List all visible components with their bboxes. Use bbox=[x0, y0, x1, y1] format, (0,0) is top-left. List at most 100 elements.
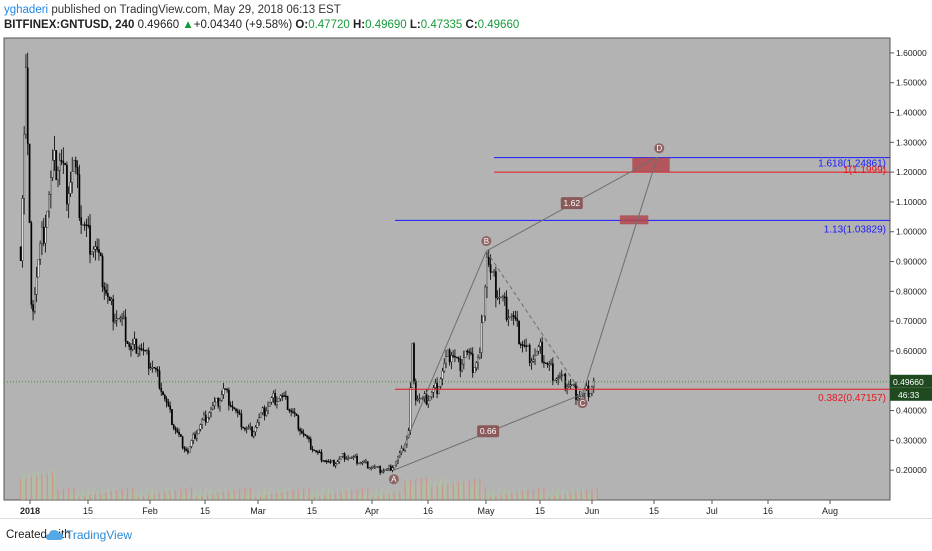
candle-body bbox=[566, 386, 568, 389]
volume-bar bbox=[536, 492, 538, 500]
candle-body bbox=[105, 289, 107, 294]
volume-bar bbox=[133, 494, 136, 500]
candle-body bbox=[505, 296, 508, 320]
volume-bar bbox=[450, 487, 452, 500]
x-tick-label: 16 bbox=[423, 506, 433, 516]
volume-bar bbox=[589, 493, 591, 500]
volume-bar bbox=[30, 477, 32, 500]
volume-bar bbox=[214, 490, 216, 500]
y-tick-label: 1.10000 bbox=[896, 197, 927, 207]
publish-text: published on TradingView.com, May 29, 20… bbox=[51, 4, 341, 16]
volume-bar bbox=[53, 469, 56, 500]
volume-bar bbox=[107, 488, 109, 500]
volume-bar bbox=[381, 488, 383, 500]
volume-bar bbox=[116, 490, 118, 500]
y-tick-label: 0.90000 bbox=[896, 257, 927, 267]
candle-body bbox=[267, 406, 269, 411]
candle-body bbox=[228, 389, 230, 406]
candle-body bbox=[299, 429, 301, 432]
y-tick-label: 0.20000 bbox=[896, 465, 927, 475]
current-price-tag bbox=[890, 374, 932, 388]
volume-bar bbox=[215, 497, 217, 500]
volume-bar bbox=[457, 482, 460, 500]
volume-bar bbox=[347, 487, 349, 500]
candle-body bbox=[153, 367, 155, 369]
candle-body bbox=[560, 375, 563, 378]
candle-body bbox=[477, 357, 479, 364]
volume-bar bbox=[482, 491, 484, 500]
price-axis[interactable] bbox=[890, 38, 932, 500]
volume-bar bbox=[269, 487, 271, 500]
candle-body bbox=[592, 380, 595, 388]
candle-body bbox=[229, 405, 232, 407]
candle-body bbox=[28, 143, 31, 224]
volume-bar bbox=[513, 489, 515, 500]
candle-body bbox=[306, 435, 309, 438]
candle-body bbox=[190, 440, 193, 447]
volume-bar bbox=[149, 491, 152, 500]
volume-bar bbox=[46, 474, 48, 500]
candle-body bbox=[212, 405, 214, 410]
target-zone bbox=[632, 157, 670, 173]
candle-body bbox=[112, 299, 115, 322]
volume-bar bbox=[144, 492, 146, 500]
candle-body bbox=[261, 407, 264, 413]
volume-bar bbox=[377, 496, 379, 500]
volume-bar bbox=[440, 478, 442, 500]
candle-body bbox=[290, 410, 293, 412]
volume-bar bbox=[365, 491, 367, 500]
volume-bar bbox=[101, 489, 104, 500]
candle-body bbox=[386, 468, 389, 470]
candle-body bbox=[158, 370, 161, 389]
candle-body bbox=[384, 469, 387, 471]
open-value: 0.47720 bbox=[308, 19, 350, 31]
candle-body bbox=[297, 415, 300, 430]
candle-body bbox=[292, 411, 294, 413]
volume-bar bbox=[404, 481, 406, 500]
volume-bar bbox=[96, 490, 98, 500]
candle-body bbox=[114, 319, 116, 322]
volume-bar bbox=[78, 497, 80, 500]
volume-bar bbox=[557, 488, 559, 500]
chart-plot-area[interactable] bbox=[4, 38, 890, 500]
volume-bar bbox=[586, 490, 588, 500]
time-axis[interactable] bbox=[0, 500, 932, 518]
countdown-label: 46:33 bbox=[898, 390, 920, 400]
candle-body bbox=[183, 447, 186, 450]
volume-bar bbox=[368, 494, 371, 500]
candle-body bbox=[471, 353, 474, 373]
candle-body bbox=[372, 467, 374, 469]
x-tick-label: Mar bbox=[250, 506, 266, 516]
candle-body bbox=[35, 276, 38, 295]
volume-bar bbox=[279, 496, 282, 500]
candle-body bbox=[133, 338, 136, 345]
volume-bar bbox=[217, 493, 219, 500]
author-link[interactable]: yghaderi bbox=[4, 4, 49, 16]
candle-body bbox=[507, 317, 510, 320]
candle-body bbox=[311, 448, 314, 451]
candle-body bbox=[131, 344, 134, 350]
candle-body bbox=[552, 363, 554, 381]
volume-bar bbox=[287, 491, 289, 500]
tradingview-brand-link[interactable]: TradingView bbox=[66, 528, 133, 542]
candle-body bbox=[224, 388, 227, 390]
candle-body bbox=[279, 395, 282, 399]
volume-bar bbox=[514, 496, 517, 500]
volume-bar bbox=[452, 483, 454, 500]
close-value: 0.49660 bbox=[477, 19, 520, 31]
volume-bar bbox=[537, 488, 540, 500]
volume-bar bbox=[495, 496, 497, 500]
candle-body bbox=[130, 346, 132, 350]
candle-body bbox=[146, 350, 148, 352]
candle-body bbox=[103, 286, 106, 291]
volume-bar bbox=[509, 497, 511, 500]
candle-body bbox=[422, 397, 424, 399]
volume-bar bbox=[448, 480, 451, 500]
candle-body bbox=[276, 401, 278, 405]
candle-body bbox=[487, 257, 490, 265]
volume-bar bbox=[260, 496, 262, 500]
candle-body bbox=[589, 393, 592, 398]
candle-body bbox=[156, 369, 159, 371]
candle-body bbox=[288, 409, 291, 412]
candle-body bbox=[503, 296, 506, 299]
